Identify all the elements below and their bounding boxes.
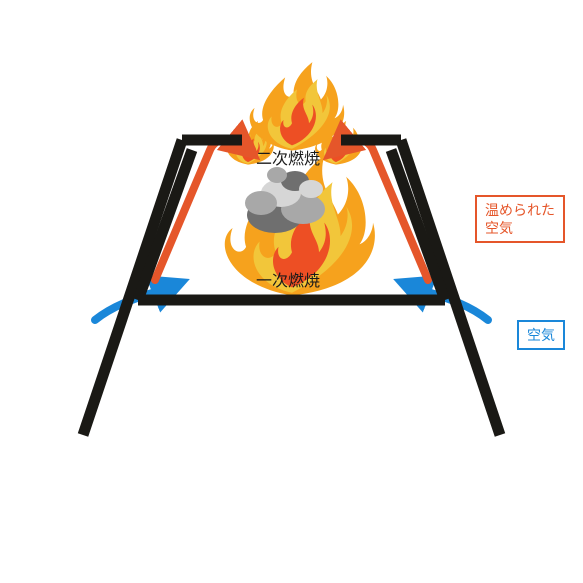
primary-combustion-label: 一次燃焼 [256,267,320,291]
diagram-canvas [0,0,583,583]
air-label-box: 空気 [517,320,565,350]
secondary-flame-icon [250,62,345,150]
secondary-combustion-label: 二次燃焼 [256,145,320,169]
heated-air-label-box: 温められた 空気 [475,195,565,243]
